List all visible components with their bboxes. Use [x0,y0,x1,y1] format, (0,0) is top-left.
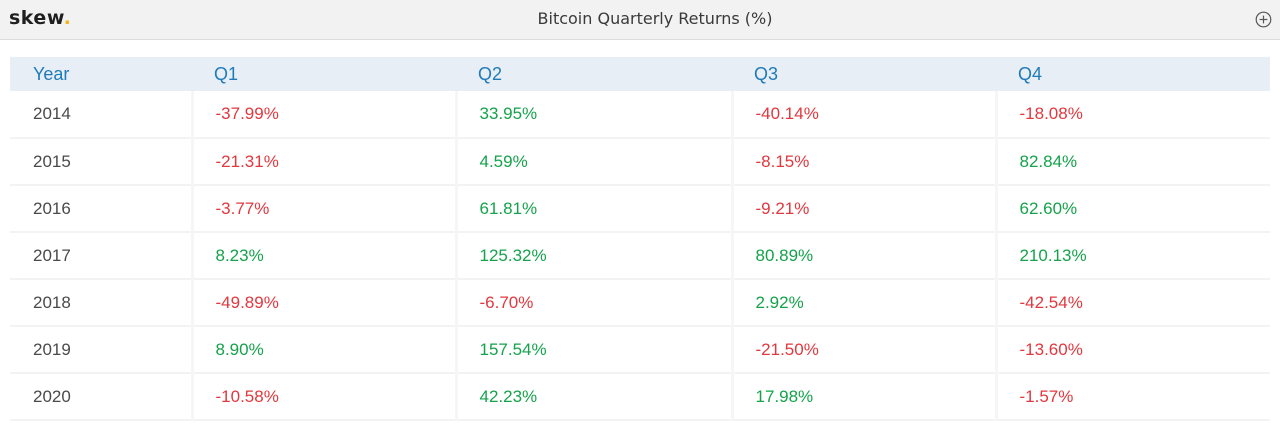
return-cell-q1: -49.89% [192,279,458,327]
return-cell-q3: 2.92% [732,279,998,327]
table-row: 2020 -10.58% 42.23% 17.98% -1.57% [10,373,1270,421]
logo-dot: . [63,7,72,29]
chart-title: Bitcoin Quarterly Returns (%) [537,9,773,28]
skew-logo[interactable]: skew. [9,7,71,29]
return-cell-q2: 33.95% [456,91,734,139]
table-row: 2016 -3.77% 61.81% -9.21% 62.60% [10,185,1270,233]
return-cell-q1: -37.99% [192,91,458,139]
table-row: 2018 -49.89% -6.70% 2.92% -42.54% [10,279,1270,327]
return-cell-q2: -6.70% [456,279,734,327]
return-cell-q4: -18.08% [996,91,1270,139]
return-cell-q1: 8.90% [192,326,458,374]
return-cell-q1: -10.58% [192,373,458,421]
return-cell-q2: 125.32% [456,232,734,280]
column-header-q3[interactable]: Q3 [754,63,779,84]
year-cell: 2019 [10,326,194,374]
return-cell-q3: -21.50% [732,326,998,374]
table-row: 2017 8.23% 125.32% 80.89% 210.13% [10,232,1270,280]
column-header-q1[interactable]: Q1 [214,63,239,84]
return-cell-q2: 4.59% [456,138,734,186]
return-cell-q4: -1.57% [996,373,1270,421]
table-header-row: Year Q1 Q2 Q3 Q4 [10,57,1270,91]
logo-text: skew [9,7,64,29]
top-bar: skew. Bitcoin Quarterly Returns (%) [0,0,1280,40]
column-header-q2[interactable]: Q2 [478,63,503,84]
return-cell-q3: -9.21% [732,185,998,233]
return-cell-q3: -40.14% [732,91,998,139]
return-cell-q4: -13.60% [996,326,1270,374]
plus-circle-icon[interactable] [1255,11,1272,28]
return-cell-q3: -8.15% [732,138,998,186]
returns-table: Year Q1 Q2 Q3 Q4 2014 -37.99% 33.95% -40.14… [10,57,1270,421]
year-cell: 2014 [10,91,194,139]
year-cell: 2015 [10,138,194,186]
return-cell-q2: 157.54% [456,326,734,374]
return-cell-q4: 82.84% [996,138,1270,186]
return-cell-q2: 42.23% [456,373,734,421]
year-cell: 2018 [10,279,194,327]
returns-table-container: Year Q1 Q2 Q3 Q4 2014 -37.99% 33.95% -40.14… [10,57,1270,421]
year-cell: 2020 [10,373,194,421]
return-cell-q4: -42.54% [996,279,1270,327]
return-cell-q4: 62.60% [996,185,1270,233]
year-cell: 2017 [10,232,194,280]
column-header-year[interactable]: Year [33,63,70,84]
column-header-q4[interactable]: Q4 [1018,63,1043,84]
table-row: 2014 -37.99% 33.95% -40.14% -18.08% [10,91,1270,139]
table-row: 2019 8.90% 157.54% -21.50% -13.60% [10,326,1270,374]
return-cell-q4: 210.13% [996,232,1270,280]
table-row: 2015 -21.31% 4.59% -8.15% 82.84% [10,138,1270,186]
return-cell-q3: 80.89% [732,232,998,280]
year-cell: 2016 [10,185,194,233]
return-cell-q1: -3.77% [192,185,458,233]
return-cell-q1: 8.23% [192,232,458,280]
return-cell-q1: -21.31% [192,138,458,186]
return-cell-q2: 61.81% [456,185,734,233]
return-cell-q3: 17.98% [732,373,998,421]
table-body: 2014 -37.99% 33.95% -40.14% -18.08% 2015 -21.3… [10,91,1270,421]
